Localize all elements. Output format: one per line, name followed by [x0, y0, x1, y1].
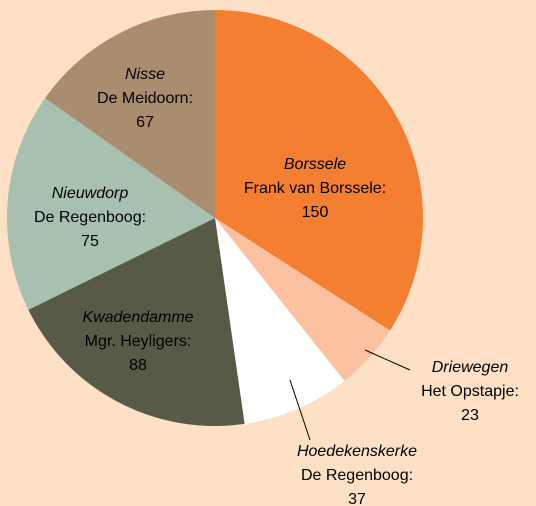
slice-value: 23	[461, 407, 479, 424]
pie-slice	[28, 218, 245, 426]
slice-value: 150	[302, 204, 329, 221]
leader-line	[289, 379, 311, 441]
slice-value: 67	[136, 114, 154, 131]
slice-school: Frank van Borssele:	[244, 180, 386, 197]
slice-value: 37	[348, 491, 366, 506]
pie-slice	[7, 98, 215, 310]
pie-slice	[215, 10, 423, 331]
slice-value: 88	[129, 357, 147, 374]
pie-slice	[215, 218, 345, 424]
slice-place: Nieuwdorp	[52, 185, 129, 202]
slice-school: De Regenboog:	[34, 209, 146, 226]
leader-line	[364, 349, 411, 371]
slice-place: Hoedekenskerke	[297, 443, 417, 460]
slice-school: De Regenboog:	[301, 467, 413, 484]
pie-slice	[44, 10, 216, 218]
slice-value: 75	[81, 233, 99, 250]
slice-school: Het Opstapje:	[421, 383, 519, 400]
slice-place: Kwadendamme	[82, 309, 193, 326]
slice-place: Borssele	[284, 156, 346, 173]
slice-place: Nisse	[125, 66, 165, 83]
pie-slice	[215, 218, 390, 381]
slice-school: De Meidoorn:	[97, 90, 193, 107]
slice-school: Mgr. Heyligers:	[85, 333, 192, 350]
slice-place: Driewegen	[432, 359, 509, 376]
